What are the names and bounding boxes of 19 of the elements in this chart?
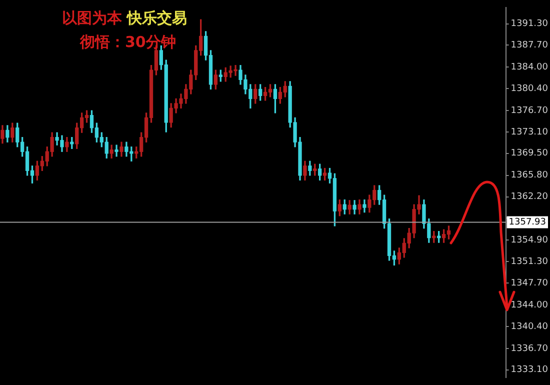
y-tick-label: 1344.00: [510, 300, 548, 310]
y-tick-label: 1354.90: [510, 236, 548, 246]
chart-title: 以图为本 快乐交易: [62, 9, 188, 27]
y-tick-label: 1351.30: [510, 256, 548, 267]
y-tick-label: 1340.40: [510, 322, 548, 332]
text: 彻悟：30分钟: [80, 33, 176, 52]
y-tick-label: 1391.30: [510, 19, 548, 30]
y-tick-label: 1369.50: [510, 148, 548, 159]
y-tick-label: 1333.10: [510, 365, 548, 376]
y-tick-label: 1384.00: [510, 62, 548, 73]
y-tick-label: 1373.10: [510, 127, 548, 138]
y-tick-label: 1376.70: [510, 106, 548, 116]
y-tick-label: 1380.40: [510, 84, 548, 94]
ref-line-label: 1357.93: [508, 218, 546, 228]
y-tick-label: 1365.80: [510, 170, 548, 181]
y-tick-label: 1347.70: [510, 278, 548, 288]
y-tick-label: 1387.70: [510, 40, 548, 51]
y-tick-label: 1336.70: [510, 344, 548, 354]
y-tick-label: 1362.20: [510, 192, 548, 202]
